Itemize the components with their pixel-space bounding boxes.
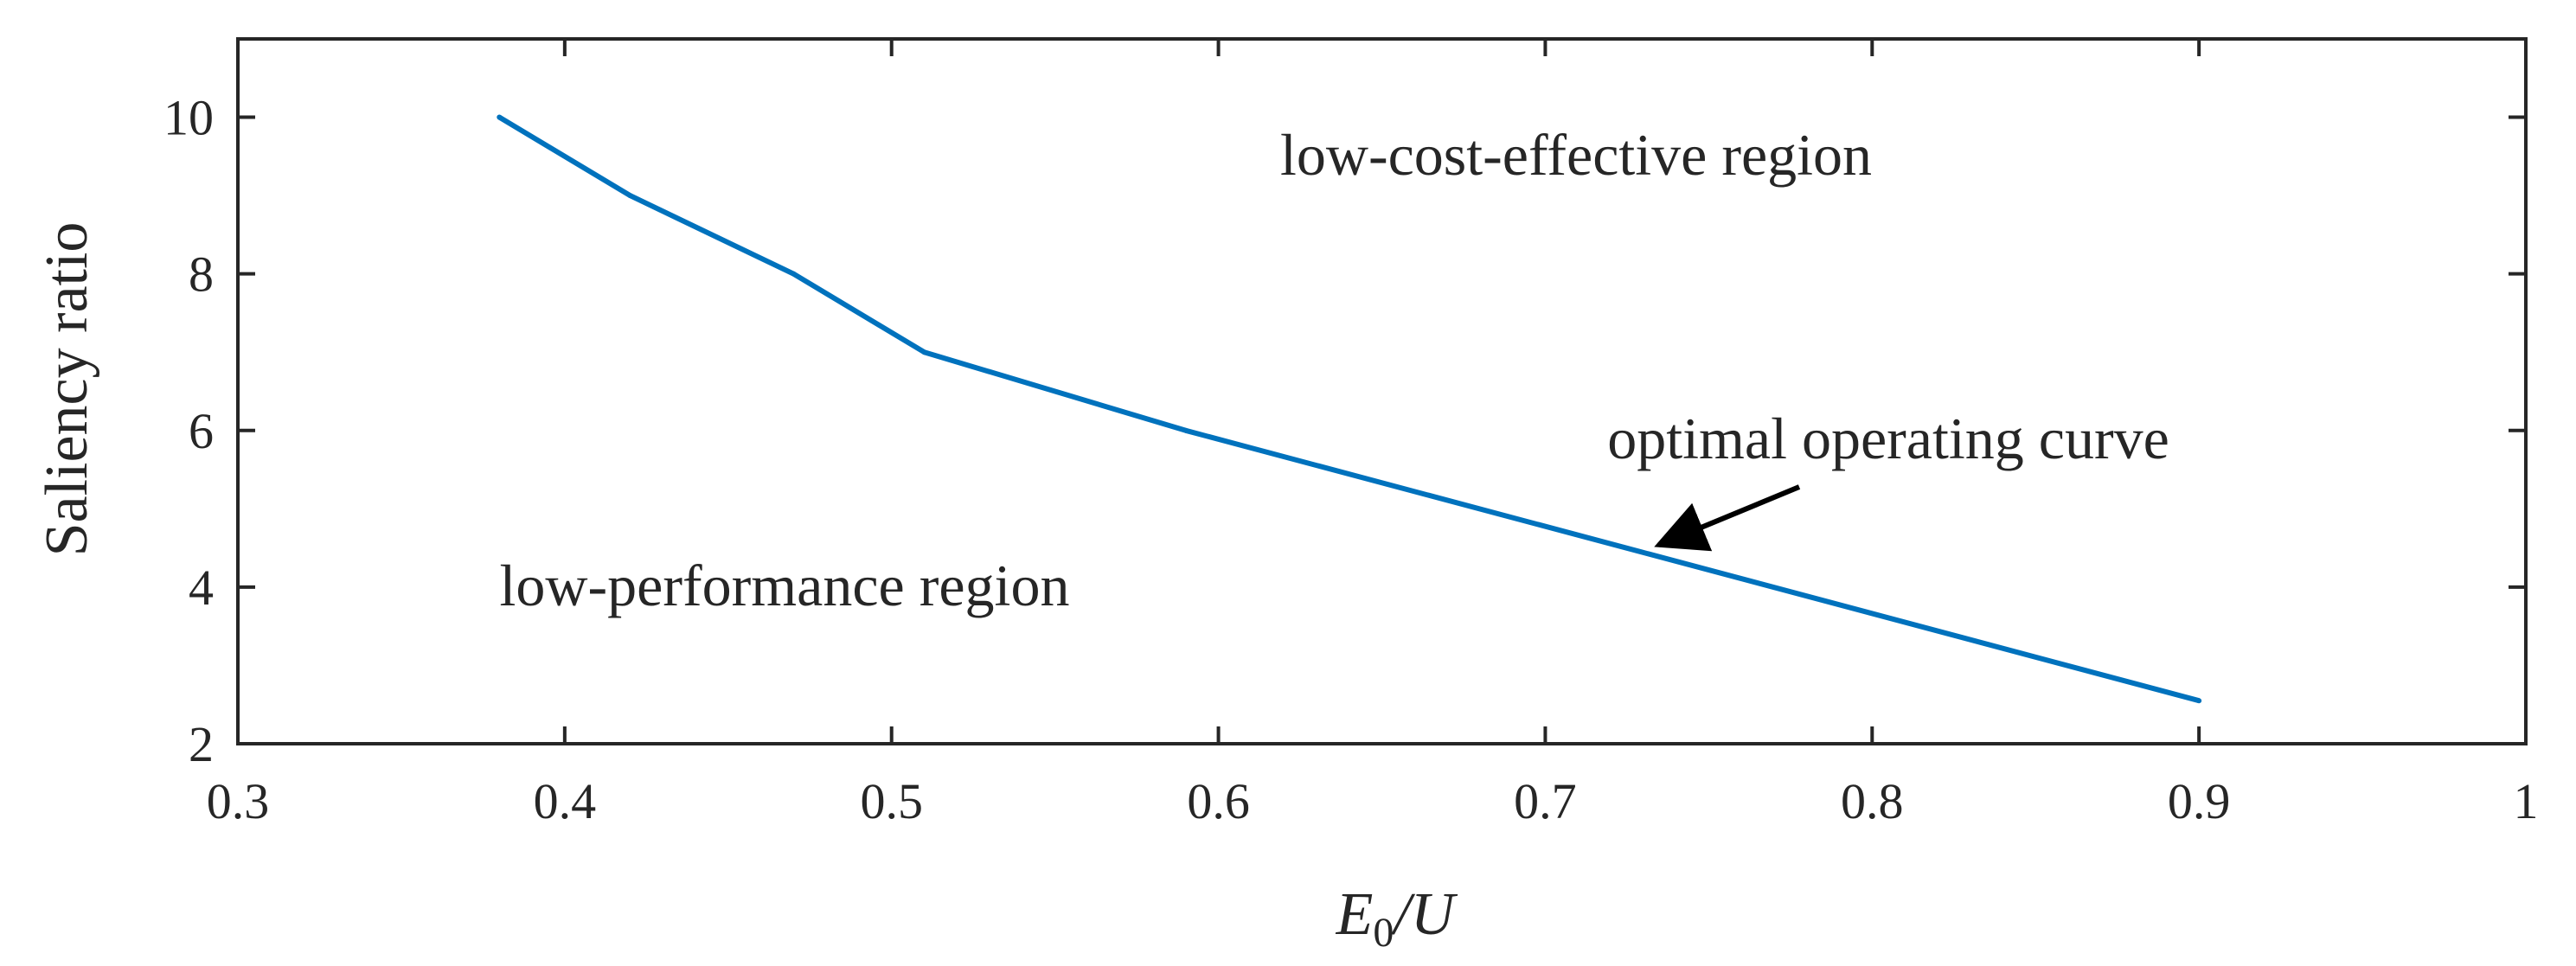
y-axis-ticks: 2 4 6 8 10: [163, 90, 2526, 772]
x-tick-label-4: 0.7: [1514, 773, 1577, 829]
data-point-0: [497, 114, 503, 120]
y-tick-label-2: 6: [189, 403, 214, 459]
y-tick-label-0: 2: [189, 716, 214, 772]
data-points: [497, 114, 2202, 704]
x-tick-label-1: 0.4: [534, 773, 597, 829]
data-point-1: [627, 193, 633, 199]
x-tick-label-5: 0.8: [1841, 773, 1904, 829]
y-tick-label-3: 8: [189, 246, 214, 303]
curve-annotation-label: optimal operating curve: [1607, 406, 2169, 471]
x-axis-label-var: E: [1336, 881, 1374, 948]
y-tick-label-4: 10: [163, 90, 214, 146]
data-point-4: [1182, 427, 1189, 433]
x-axis-label-sub: 0: [1373, 910, 1394, 956]
data-point-2: [791, 271, 797, 277]
x-tick-label-3: 0.6: [1187, 773, 1250, 829]
x-tick-label-2: 0.5: [860, 773, 923, 829]
x-axis-label-rest: /U: [1390, 881, 1458, 948]
upper-region-label: low-cost-effective region: [1280, 122, 1872, 188]
x-tick-label-6: 0.9: [2168, 773, 2231, 829]
x-axis-ticks: 0.3 0.4 0.5 0.6 0.7 0.8 0.9 1: [207, 39, 2539, 829]
x-tick-label-7: 1: [2514, 773, 2539, 829]
annotation-arrow: [1654, 484, 1801, 552]
x-axis-label: E0/U: [1336, 881, 1458, 956]
plot-frame: [236, 37, 2528, 745]
y-axis-label: Saliency ratio: [34, 222, 100, 557]
lower-region-label: low-performance region: [500, 553, 1070, 618]
x-tick-label-0: 0.3: [207, 773, 270, 829]
data-point-3: [921, 349, 927, 355]
optimal-operating-curve-line: [497, 115, 2200, 704]
y-tick-label-1: 4: [189, 560, 214, 616]
data-point-5: [2196, 698, 2202, 704]
